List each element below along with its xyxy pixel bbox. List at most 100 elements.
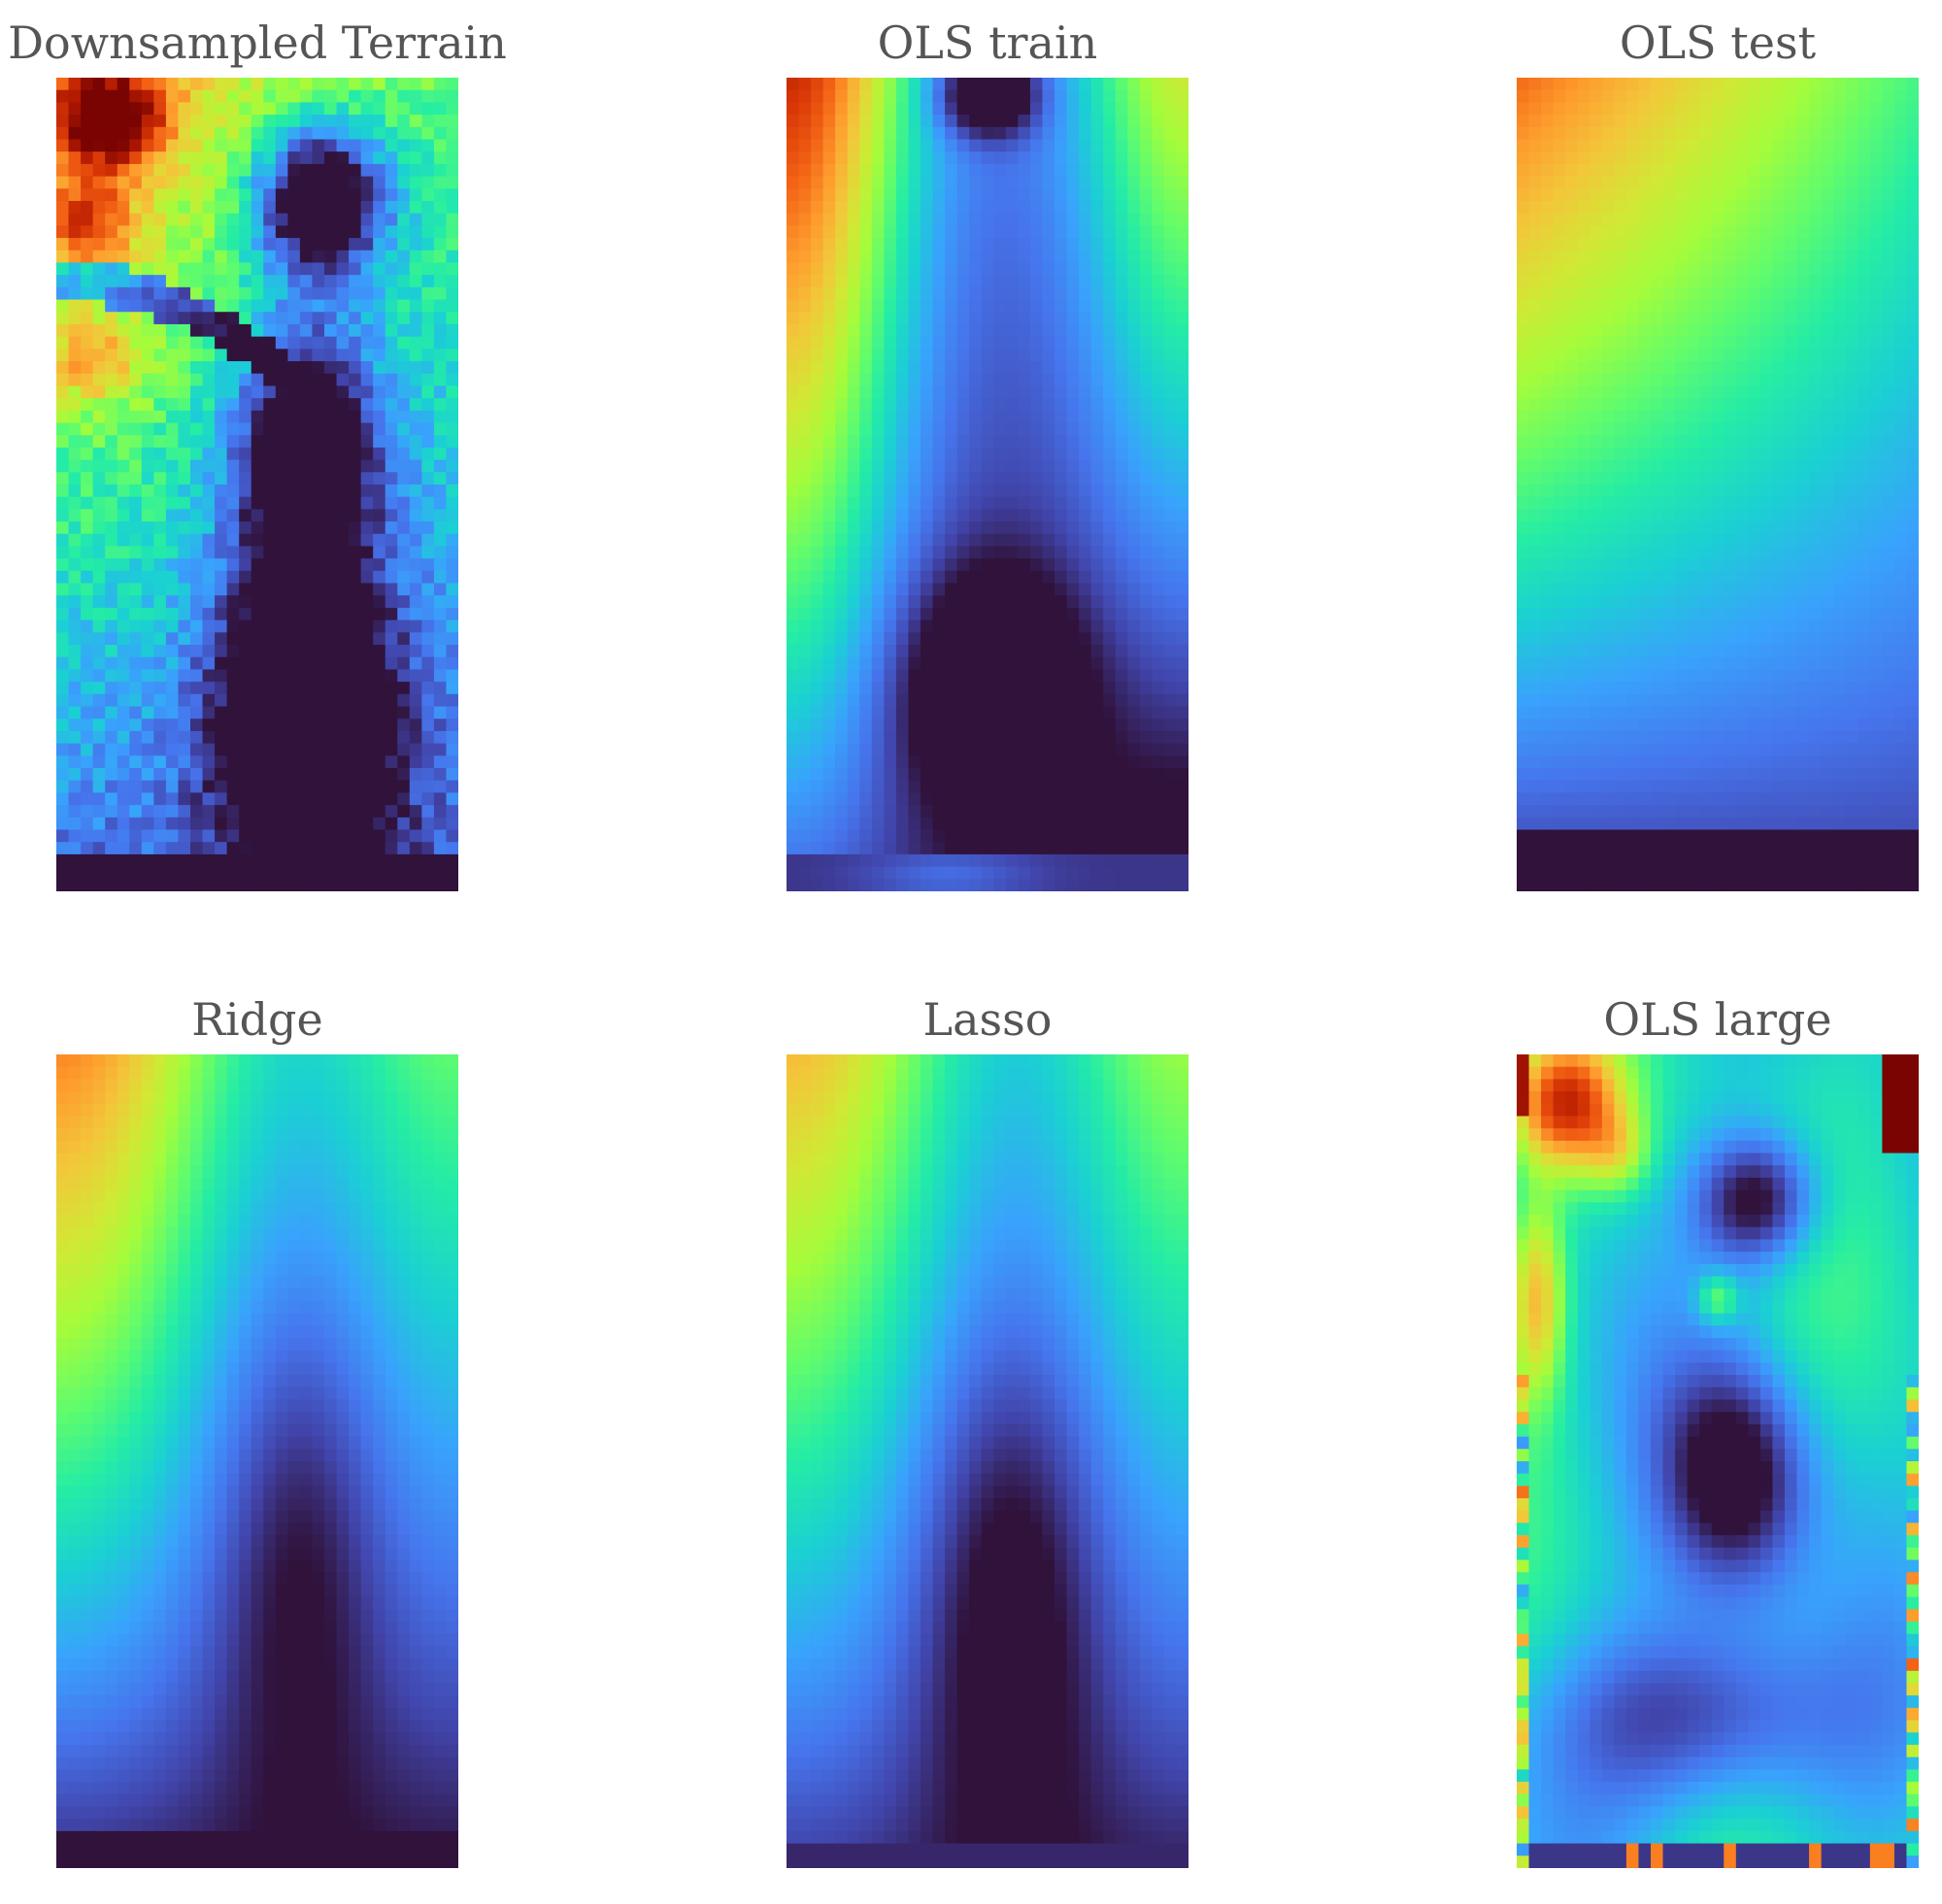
heatmap-cell	[1785, 176, 1798, 189]
heatmap-cell	[895, 435, 910, 449]
heatmap-cell	[1090, 866, 1104, 880]
heatmap-cell	[68, 595, 82, 609]
heatmap-cell	[433, 805, 448, 818]
heatmap-cell	[798, 188, 812, 202]
heatmap-cell	[969, 89, 983, 103]
heatmap-cell	[956, 361, 970, 375]
heatmap-cell	[226, 238, 240, 251]
heatmap-cell	[1176, 275, 1189, 288]
heatmap-cell	[1029, 200, 1044, 215]
heatmap-cell	[421, 595, 435, 609]
heatmap-cell	[895, 866, 910, 880]
heatmap-cell	[446, 792, 458, 806]
heatmap-cell	[239, 262, 252, 276]
heatmap-cell	[1590, 312, 1603, 325]
heatmap-cell	[1152, 632, 1165, 646]
heatmap-cell	[1759, 89, 1774, 103]
heatmap-cell	[787, 312, 800, 325]
heatmap-cell	[336, 435, 350, 449]
heatmap-cell	[1541, 115, 1555, 128]
heatmap-cell	[1115, 435, 1128, 449]
heatmap-cell	[1625, 126, 1640, 141]
heatmap-cell	[373, 718, 386, 732]
heatmap-cell	[81, 336, 94, 350]
heatmap-cell	[81, 669, 94, 683]
heatmap-cell	[1029, 805, 1044, 818]
heatmap-cell	[1042, 829, 1055, 843]
heatmap-cell	[1103, 323, 1117, 338]
heatmap-cell	[1152, 188, 1165, 202]
heatmap-cell	[1152, 619, 1165, 633]
heatmap-cell	[421, 299, 435, 313]
heatmap-cell	[397, 805, 411, 818]
heatmap-cell	[1139, 546, 1153, 559]
heatmap-cell	[56, 89, 70, 103]
heatmap-cell	[190, 496, 204, 510]
heatmap-cell	[373, 693, 386, 708]
heatmap-cell	[945, 669, 958, 683]
heatmap-cell	[798, 656, 812, 671]
heatmap-cell	[871, 349, 885, 362]
heatmap-cell	[1055, 385, 1068, 399]
heatmap-cell	[1152, 853, 1165, 868]
heatmap-cell	[385, 829, 398, 843]
heatmap-cell	[811, 126, 824, 141]
heatmap-cell	[1042, 656, 1055, 671]
heatmap-cell	[993, 238, 1007, 251]
heatmap-cell	[1042, 323, 1055, 338]
heatmap-cell	[1882, 188, 1895, 202]
heatmap-cell	[215, 200, 228, 215]
heatmap-cell	[811, 607, 824, 621]
heatmap-cell	[822, 842, 836, 855]
heatmap-cell	[92, 718, 106, 732]
heatmap-cell	[299, 509, 314, 522]
heatmap-cell	[446, 730, 458, 745]
heatmap-cell	[373, 286, 386, 301]
heatmap-cell	[190, 385, 204, 399]
heatmap-cell	[945, 410, 958, 424]
heatmap-cell	[871, 126, 885, 141]
heatmap-cell	[275, 656, 288, 671]
heatmap-cell	[324, 879, 338, 891]
heatmap-cell	[1103, 533, 1117, 548]
heatmap-cell	[1528, 176, 1542, 189]
heatmap-cell	[835, 250, 849, 264]
heatmap-cell	[153, 213, 167, 226]
heatmap-cell	[397, 115, 411, 128]
heatmap-cell	[908, 188, 921, 202]
heatmap-cell	[932, 126, 946, 141]
heatmap-cell	[945, 645, 958, 658]
heatmap-cell	[1139, 213, 1153, 226]
heatmap-cell	[251, 656, 264, 671]
heatmap-cell	[969, 853, 983, 868]
heatmap-cell	[1176, 570, 1189, 585]
heatmap-cell	[92, 829, 106, 843]
heatmap-cell	[239, 275, 252, 288]
heatmap-cell	[1005, 842, 1019, 855]
heatmap-cell	[324, 866, 338, 880]
heatmap-cell	[239, 521, 252, 535]
heatmap-cell	[884, 632, 897, 646]
heatmap-cell	[945, 115, 958, 128]
heatmap-cell	[1869, 89, 1883, 103]
heatmap-cell	[1675, 151, 1689, 165]
heatmap-cell	[263, 89, 277, 103]
heatmap-cell	[932, 385, 946, 399]
heatmap-cell	[433, 238, 448, 251]
heatmap-cell	[178, 656, 191, 671]
heatmap-cell	[908, 250, 921, 264]
heatmap-cell	[239, 496, 252, 510]
heatmap-cell	[1079, 607, 1092, 621]
heatmap-cell	[1517, 213, 1530, 226]
heatmap-cell	[908, 817, 921, 831]
heatmap-cell	[373, 188, 386, 202]
heatmap-cell	[932, 435, 946, 449]
heatmap-cell	[117, 484, 130, 498]
heatmap-cell	[1079, 484, 1092, 498]
heatmap-cell	[1115, 299, 1128, 313]
heatmap-cell	[1163, 533, 1178, 548]
heatmap-cell	[275, 213, 288, 226]
heatmap-cell	[1079, 286, 1092, 301]
heatmap-cell	[239, 102, 252, 116]
heatmap-cell	[68, 213, 82, 226]
